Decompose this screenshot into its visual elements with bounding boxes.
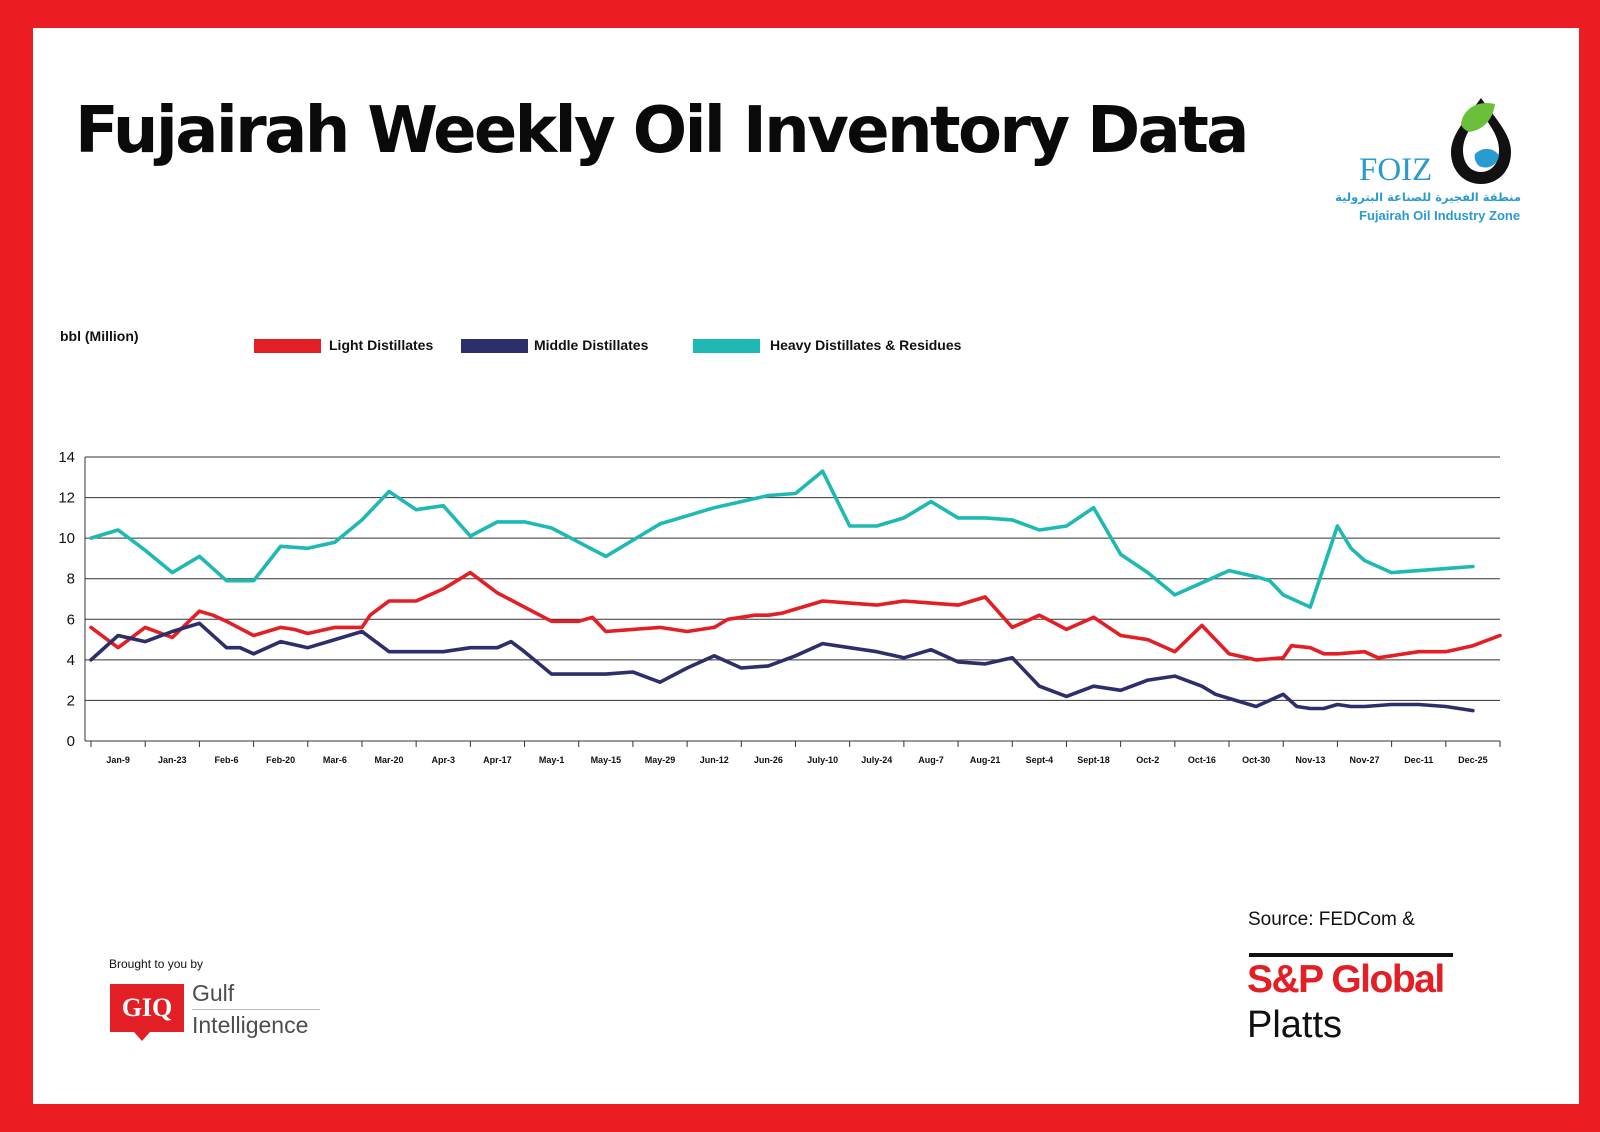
y-axis-label: bbl (Million) [60, 328, 139, 344]
x-tick-label: Jan-9 [106, 755, 130, 765]
giq-name-line2: Intelligence [192, 1012, 309, 1038]
giq-logo-badge: GIQ [110, 984, 184, 1041]
giq-divider [192, 1009, 320, 1010]
sp-global-logo: S&P Global [1247, 958, 1445, 1001]
legend-swatch-light [254, 339, 321, 353]
x-tick-label: Sept-4 [1026, 755, 1054, 765]
legend-label-light: Light Distillates [329, 337, 434, 353]
series-line-light [89, 570, 1502, 662]
x-tick-label: Feb-20 [266, 755, 295, 765]
x-tick-label: Jun-26 [754, 755, 783, 765]
foiz-logo: FOIZ منطقة الفجيرة للصناعة البترولية Fuj… [1335, 94, 1531, 254]
x-tick-label: Aug-21 [970, 755, 1001, 765]
x-tick-label: May-1 [539, 755, 565, 765]
x-tick-label: Jun-12 [700, 755, 729, 765]
x-tick-label: Apr-3 [431, 755, 455, 765]
y-tick-label: 6 [67, 611, 75, 628]
x-tick-label: Nov-27 [1350, 755, 1380, 765]
foiz-arabic-name: منطقة الفجيرة للصناعة البترولية [1335, 190, 1521, 204]
y-tick-label: 12 [58, 490, 75, 507]
x-tick-label: Feb-6 [214, 755, 238, 765]
x-tick-label: Dec-25 [1458, 755, 1488, 765]
legend-swatch-middle [461, 339, 528, 353]
giq-badge-text: GIQ [121, 993, 173, 1022]
y-tick-label: 14 [58, 449, 75, 466]
series-line-heavy [89, 469, 1475, 609]
x-tick-label: Nov-13 [1295, 755, 1325, 765]
legend-label-middle: Middle Distillates [534, 337, 649, 353]
foiz-wordmark: FOIZ [1359, 152, 1433, 188]
x-tick-label: Oct-30 [1242, 755, 1270, 765]
x-tick-label: Mar-6 [323, 755, 347, 765]
x-tick-label: Dec-11 [1404, 755, 1433, 765]
y-tick-label: 4 [67, 652, 75, 669]
oil-drop-leaf-icon [1451, 98, 1511, 184]
line-chart: 0 2 4 6 8 10 12 14 Jan-9 Jan-23 Feb-6 Feb-20 Mar-6 Ma… [58, 449, 1502, 765]
y-tick-label: 10 [58, 530, 75, 547]
giq-name-line1: Gulf [192, 980, 235, 1006]
legend-label-heavy: Heavy Distillates & Residues [770, 337, 962, 353]
foiz-english-name: Fujairah Oil Industry Zone [1359, 208, 1521, 223]
x-tick-label: July-24 [861, 755, 892, 765]
series-line-middle [89, 621, 1475, 713]
x-tick-label: July-10 [807, 755, 838, 765]
x-tick-label: May-15 [591, 755, 622, 765]
sponsor-caption: Brought to you by [109, 957, 204, 971]
y-tick-label: 8 [67, 571, 75, 588]
x-tick-label: Oct-2 [1136, 755, 1159, 765]
chart-title: Fujairah Weekly Oil Inventory Data [75, 94, 1249, 168]
source-text: Source: FEDCom & [1248, 909, 1415, 930]
sp-global-rule [1249, 953, 1453, 957]
x-tick-label: Aug-7 [918, 755, 944, 765]
x-tick-label: Oct-16 [1188, 755, 1216, 765]
x-tick-label: May-29 [645, 755, 676, 765]
x-tick-label: Mar-20 [375, 755, 404, 765]
x-tick-label: Jan-23 [158, 755, 187, 765]
platts-logo: Platts [1247, 1004, 1343, 1046]
giq-badge-tail [134, 1032, 150, 1041]
chart-card: Fujairah Weekly Oil Inventory Data FOIZ … [33, 28, 1579, 1104]
legend-swatch-heavy [693, 339, 760, 353]
x-tick-label: Sept-18 [1077, 755, 1110, 765]
x-tick-label: Apr-17 [483, 755, 512, 765]
y-tick-label: 0 [67, 733, 75, 750]
y-tick-label: 2 [67, 692, 75, 709]
